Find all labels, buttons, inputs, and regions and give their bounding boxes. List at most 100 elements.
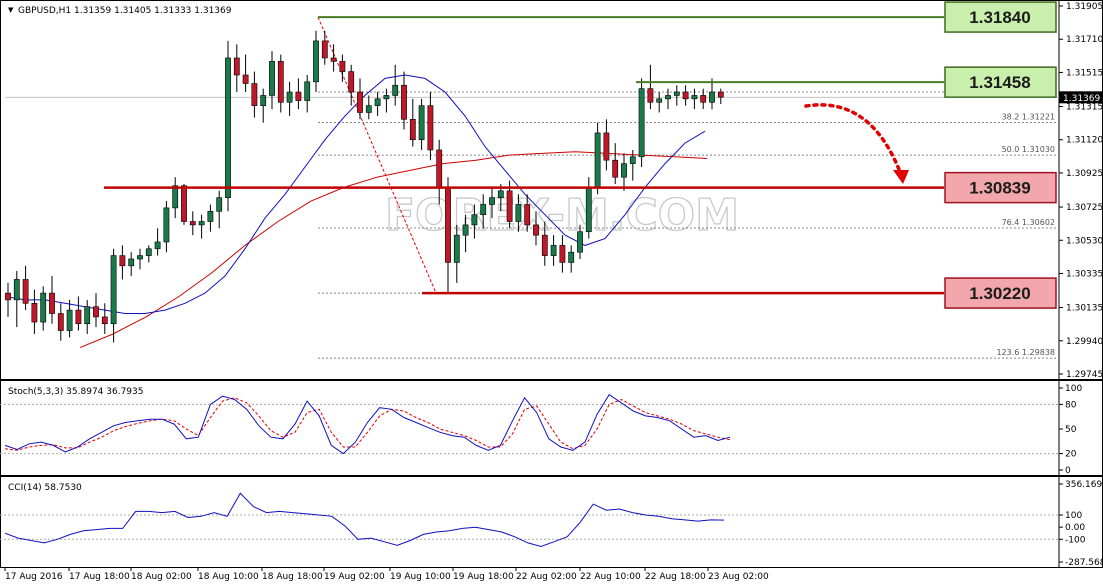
- stochastic-chart[interactable]: 100 80 50 20 0 Stoch(5,3,3) 35.8974 36.7935: [0, 380, 1103, 476]
- stoch-tick-label: 20: [1065, 450, 1077, 460]
- time-axis: 17 Aug 2016 17 Aug 18:00 18 Aug 02:00 18 Au…: [0, 568, 1103, 588]
- time-tick-label: 18 Aug 18:00: [262, 572, 323, 582]
- dropdown-arrow-icon[interactable]: ▼: [8, 6, 14, 14]
- candle-bull: [383, 95, 390, 100]
- candle-bull: [13, 279, 20, 301]
- candle-bull: [163, 207, 170, 243]
- time-tick-label: 17 Aug 2016: [5, 572, 63, 582]
- candle-bull: [392, 84, 399, 96]
- moving-average-blue-line: [4, 74, 706, 314]
- candle-bear: [445, 187, 451, 263]
- time-tick-label: 22 Aug 18:00: [645, 572, 706, 582]
- level-badge-text-support_2: 1.30220: [969, 284, 1030, 303]
- candle-bull: [462, 224, 469, 236]
- candle-bull: [550, 245, 557, 256]
- candle-bear: [541, 234, 548, 256]
- candle-bull: [154, 241, 161, 250]
- watermark-text: FOREX-M.COM: [385, 190, 739, 241]
- fibonacci-level-label: 50.0 1.31030: [1002, 145, 1055, 154]
- candle-bull: [40, 292, 47, 323]
- candle-bull: [480, 204, 487, 216]
- stoch-tick-label: 100: [1065, 384, 1082, 394]
- stoch-tick-label: 80: [1065, 400, 1077, 410]
- price-chart-panel[interactable]: 1.31905 1.31710 1.31515 1.31315 1.31120 1.309…: [0, 0, 1103, 380]
- candle-bull: [207, 210, 214, 222]
- cci-line: [4, 492, 725, 548]
- candle-bull: [471, 214, 478, 226]
- forecast-arrow-path: [804, 103, 902, 174]
- candle-bull: [128, 258, 135, 267]
- candle-bull: [709, 91, 715, 103]
- candle-bull: [629, 156, 636, 164]
- candle-bear: [181, 185, 187, 222]
- moving-average-red-line: [79, 151, 708, 349]
- candle-bear: [533, 224, 539, 236]
- time-tick-label: 19 Aug 02:00: [324, 572, 385, 582]
- candle-bull: [172, 185, 179, 209]
- candle-bull: [497, 190, 504, 198]
- forecast-arrow-icon: [893, 170, 909, 184]
- candle-bear: [233, 57, 240, 76]
- candle-bear: [93, 306, 99, 318]
- candle-bear: [119, 255, 126, 267]
- stoch-signal-line: [4, 397, 731, 451]
- cci-title: CCI(14) 58.7530: [8, 483, 82, 493]
- candle-bull: [137, 255, 143, 260]
- level-badge-text-resistance_1: 1.31840: [969, 8, 1030, 27]
- candle-bear: [524, 204, 531, 226]
- candle-bull: [313, 40, 319, 83]
- price-chart[interactable]: 1.31905 1.31710 1.31515 1.31315 1.31120 1.309…: [0, 0, 1103, 380]
- stochastic-panel[interactable]: 100 80 50 20 0 Stoch(5,3,3) 35.8974 36.7935: [0, 380, 1103, 476]
- stoch-main-line: [4, 393, 731, 455]
- price-tick-label: 1.30530: [1066, 236, 1103, 246]
- candle-bull: [568, 251, 575, 263]
- price-tick-label: 1.30135: [1066, 304, 1103, 314]
- candle-bull: [225, 57, 231, 198]
- level-badge-text-resistance_2: 1.31458: [969, 73, 1030, 92]
- price-tick-label: 1.30725: [1066, 203, 1103, 213]
- time-tick-label: 23 Aug 02:00: [708, 572, 769, 582]
- price-tick-label: 1.31515: [1066, 68, 1103, 78]
- candle-bear: [682, 91, 689, 100]
- fibonacci-level-label: 123.6 1.29838: [996, 348, 1055, 357]
- candle-bear: [321, 40, 328, 59]
- candle-bull: [110, 255, 117, 325]
- candle-bear: [436, 149, 443, 188]
- time-axis-labels: 17 Aug 2016 17 Aug 18:00 18 Aug 02:00 18 Au…: [4, 568, 769, 582]
- candle-bull: [594, 132, 601, 188]
- candle-bull: [304, 81, 311, 101]
- fibonacci-level-label: 38.2 1.31221: [1002, 113, 1055, 122]
- candle-bull: [418, 105, 425, 141]
- candle-bear: [242, 74, 249, 84]
- cci-frame: [0, 476, 1103, 568]
- symbol-header: GBPUSD,H1 1.31359 1.31405 1.31333 1.3136…: [18, 6, 232, 16]
- cci-tick-label: -100: [1065, 535, 1086, 545]
- cci-tick-label: 0.00: [1065, 523, 1085, 533]
- candle-bear: [330, 57, 337, 62]
- candle-bull: [260, 95, 267, 106]
- level-badge-resistance_2: [944, 66, 1057, 98]
- candle-bull: [515, 204, 522, 222]
- fibonacci-level-label: 76.4 1.30602: [1002, 218, 1055, 227]
- time-tick-label: 22 Aug 10:00: [580, 572, 641, 582]
- candle-bear: [101, 316, 108, 325]
- candle-bull: [585, 187, 592, 233]
- time-tick-label: 19 Aug 10:00: [390, 572, 451, 582]
- candle-bear: [251, 83, 258, 106]
- candle-bear: [559, 245, 566, 263]
- candle-bear: [57, 313, 64, 331]
- candle-bull: [66, 309, 73, 331]
- price-tick-label: 1.31905: [1066, 2, 1103, 12]
- candle-bear: [339, 61, 346, 72]
- candle-bear: [506, 190, 513, 222]
- price-tick-label: 1.30925: [1066, 169, 1103, 179]
- candle-bull: [673, 91, 680, 96]
- candle-bear: [409, 118, 416, 141]
- level-badge-support_1: [944, 171, 1057, 204]
- candle-bear: [31, 302, 38, 323]
- price-tick-label: 1.29745: [1066, 370, 1103, 380]
- level-badge-text-support_1: 1.30839: [969, 179, 1030, 198]
